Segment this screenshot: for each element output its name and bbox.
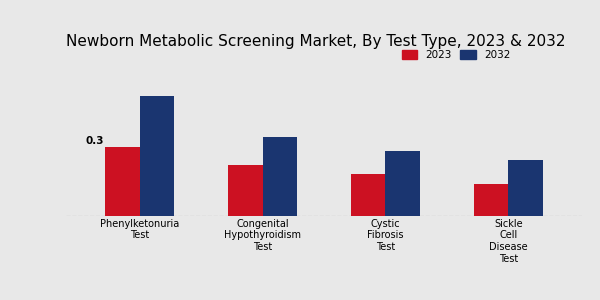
- Bar: [474, 184, 508, 216]
- Bar: [106, 147, 140, 216]
- Bar: [263, 137, 297, 216]
- Text: 0.3: 0.3: [86, 136, 104, 146]
- Bar: [140, 96, 174, 216]
- Bar: [385, 151, 420, 216]
- Text: Newborn Metabolic Screening Market, By Test Type, 2023 & 2032: Newborn Metabolic Screening Market, By T…: [66, 34, 566, 49]
- Bar: [228, 165, 263, 216]
- Bar: [351, 174, 385, 216]
- Legend: 2023, 2032: 2023, 2032: [398, 46, 515, 64]
- Bar: [508, 160, 542, 216]
